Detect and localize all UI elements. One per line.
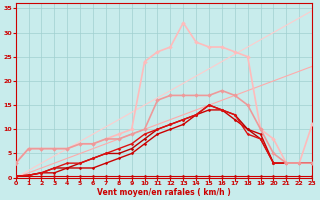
X-axis label: Vent moyen/en rafales ( km/h ): Vent moyen/en rafales ( km/h ) [97,188,231,197]
